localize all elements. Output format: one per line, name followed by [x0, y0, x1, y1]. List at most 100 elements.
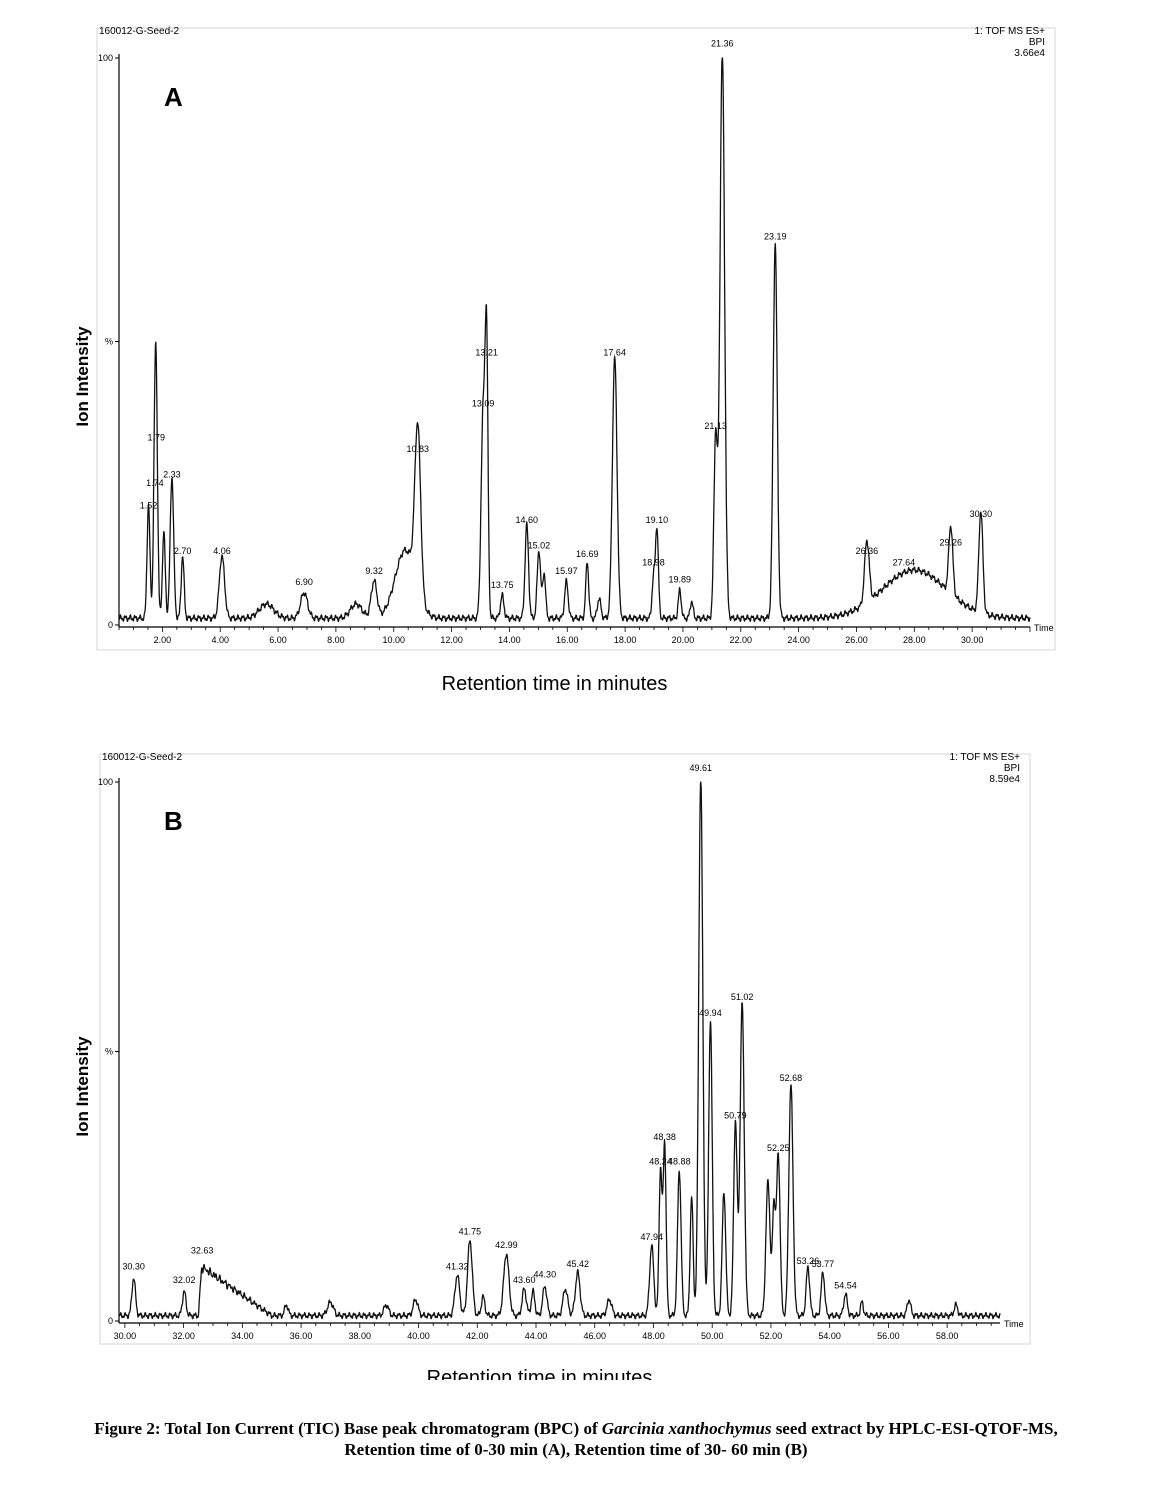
- peak-label: 51.02: [731, 992, 754, 1002]
- caption-prefix: Figure 2: Total Ion Current (TIC) Base p…: [94, 1419, 602, 1438]
- peak-label: 32.63: [191, 1245, 214, 1255]
- x-tick-label: 40.00: [407, 1331, 430, 1341]
- x-tick-label: 58.00: [936, 1331, 959, 1341]
- peak-label: 32.02: [173, 1275, 196, 1285]
- sample-id: 160012-G-Seed-2: [102, 752, 182, 763]
- peak-label: 47.94: [640, 1232, 663, 1242]
- x-tick-label: 8.00: [327, 635, 345, 645]
- caption-suffix: seed extract by HPLC-ESI-QTOF-MS,: [771, 1419, 1058, 1438]
- peak-label: 43.60: [513, 1275, 536, 1285]
- peak-label: 30.30: [970, 509, 993, 519]
- x-tick-label: 38.00: [349, 1331, 372, 1341]
- y-axis-title: Ion Intensity: [73, 1036, 92, 1137]
- peak-label: 17.64: [603, 348, 626, 358]
- peak-label: 4.06: [213, 546, 231, 556]
- peak-label: 15.02: [528, 540, 551, 550]
- x-tick-label: 2.00: [154, 635, 172, 645]
- caption-line2: Retention time of 0-30 min (A), Retentio…: [344, 1440, 808, 1459]
- chromatogram-trace: [118, 57, 1031, 623]
- peak-label: 14.60: [516, 515, 539, 525]
- x-axis-title: Retention time in minutes: [427, 1367, 653, 1380]
- peak-label: 29.26: [939, 537, 962, 547]
- detector-info-0: 1: TOF MS ES+: [975, 26, 1046, 37]
- x-tick-label: 6.00: [269, 635, 287, 645]
- peak-label: 48.38: [653, 1132, 676, 1142]
- panel-letter: A: [164, 82, 183, 112]
- peak-label: 15.97: [555, 566, 578, 576]
- peak-label: 21.36: [711, 38, 734, 48]
- peak-label: 6.90: [295, 577, 313, 587]
- x-tick-label: 30.00: [114, 1331, 137, 1341]
- peak-label: 54.54: [834, 1280, 857, 1290]
- x-tick-label: 30.00: [961, 635, 984, 645]
- x-tick-label: 34.00: [231, 1331, 254, 1341]
- x-tick-label: 4.00: [211, 635, 229, 645]
- peak-label: 52.25: [767, 1143, 790, 1153]
- peak-label: 19.10: [646, 515, 669, 525]
- x-axis-name: Time: [1004, 1319, 1024, 1329]
- y-tick-label: 100: [98, 777, 113, 787]
- x-axis-name: Time: [1034, 623, 1054, 633]
- y-tick-label: 100: [98, 53, 113, 63]
- peak-label: 16.69: [576, 549, 599, 559]
- x-tick-label: 14.00: [498, 635, 521, 645]
- peak-label: 1.79: [148, 433, 166, 443]
- peak-label: 19.89: [669, 574, 692, 584]
- x-axis-title: Retention time in minutes: [442, 673, 668, 695]
- x-tick-label: 10.00: [382, 635, 405, 645]
- detector-info-0: 1: TOF MS ES+: [950, 752, 1021, 763]
- plot-frame: [99, 753, 1031, 1345]
- peak-label: 49.61: [689, 763, 712, 773]
- x-tick-label: 28.00: [903, 635, 926, 645]
- peak-label: 44.30: [534, 1270, 557, 1280]
- detector-info-2: 8.59e4: [989, 774, 1020, 785]
- peak-label: 48.24: [649, 1156, 672, 1166]
- caption-species: Garcinia xanthochymus: [601, 1419, 772, 1438]
- peak-label: 41.75: [459, 1226, 482, 1236]
- peak-label: 21.13: [704, 421, 727, 431]
- x-tick-label: 32.00: [172, 1331, 195, 1341]
- chromatogram-trace: [118, 781, 1001, 1320]
- x-tick-label: 16.00: [556, 635, 579, 645]
- x-tick-label: 42.00: [466, 1331, 489, 1341]
- y-tick-label: 0: [108, 620, 113, 630]
- peak-label: 23.19: [764, 231, 787, 241]
- chromatogram-panel-a: 160012-G-Seed-2 1: TOF MS ES+ BPI 3.66e4 A 0%…: [0, 0, 1152, 700]
- peak-label: 48.88: [668, 1156, 691, 1166]
- x-tick-label: 24.00: [787, 635, 810, 645]
- detector-info-1: BPI: [1029, 37, 1045, 48]
- x-tick-label: 26.00: [845, 635, 868, 645]
- peak-label: 50.79: [724, 1111, 747, 1121]
- peak-label: 1.74: [146, 478, 164, 488]
- y-tick-label: 0: [108, 1316, 113, 1326]
- peak-label: 2.33: [163, 469, 181, 479]
- peak-label: 30.30: [122, 1261, 145, 1271]
- sample-id: 160012-G-Seed-2: [99, 26, 179, 37]
- peak-label: 53.26: [797, 1256, 820, 1266]
- panel-letter: B: [164, 806, 183, 836]
- peak-label: 10.83: [406, 444, 429, 454]
- peak-label: 9.32: [365, 566, 383, 576]
- x-tick-label: 22.00: [730, 635, 753, 645]
- x-tick-label: 12.00: [440, 635, 463, 645]
- plot-frame: [96, 27, 1056, 651]
- peak-label: 45.42: [566, 1259, 589, 1269]
- x-tick-label: 46.00: [583, 1331, 606, 1341]
- y-tick-label: %: [105, 337, 113, 347]
- x-tick-label: 36.00: [290, 1331, 313, 1341]
- chromatogram-panel-b: 160012-G-Seed-2 1: TOF MS ES+ BPI 8.59e4 B 0%…: [0, 740, 1152, 1380]
- peak-label: 53.77: [812, 1259, 835, 1269]
- x-tick-label: 44.00: [525, 1331, 548, 1341]
- figure-caption: Figure 2: Total Ion Current (TIC) Base p…: [0, 1418, 1152, 1460]
- peak-label: 27.64: [893, 557, 916, 567]
- peak-label: 42.99: [495, 1240, 518, 1250]
- x-tick-label: 18.00: [614, 635, 637, 645]
- detector-info-2: 3.66e4: [1014, 48, 1045, 59]
- y-axis-title: Ion Intensity: [73, 326, 92, 427]
- peak-label: 13.75: [491, 580, 514, 590]
- peak-label: 1.52: [140, 501, 158, 511]
- x-tick-label: 48.00: [642, 1331, 665, 1341]
- x-tick-label: 50.00: [701, 1331, 724, 1341]
